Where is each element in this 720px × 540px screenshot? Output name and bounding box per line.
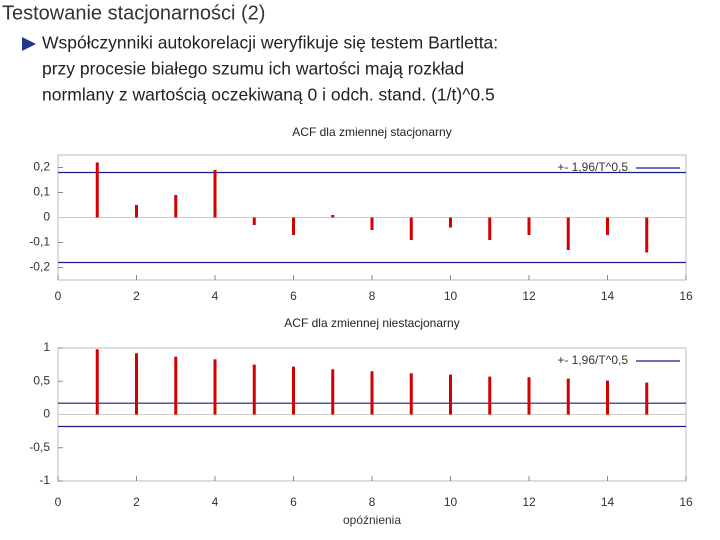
stem — [527, 217, 531, 235]
x-tick-label: 10 — [444, 289, 458, 303]
y-tick-label: -0,5 — [29, 440, 50, 454]
y-tick-label: 1 — [43, 340, 50, 354]
stem — [370, 217, 374, 230]
stem — [606, 380, 609, 415]
stem — [135, 353, 138, 415]
stem — [449, 217, 452, 228]
y-tick-label: 0 — [43, 407, 50, 421]
x-tick-label: 6 — [290, 495, 297, 509]
bullet-line: normlany z wartością oczekiwaną 0 i odch… — [42, 85, 495, 105]
stem — [488, 217, 492, 240]
x-tick-label: 2 — [133, 289, 140, 303]
x-tick-label: 12 — [522, 495, 536, 509]
stem — [135, 205, 138, 218]
stem — [331, 369, 335, 415]
x-tick-label: 8 — [369, 495, 376, 509]
x-tick-label: 0 — [55, 495, 62, 509]
x-tick-label: 12 — [522, 289, 536, 303]
stem — [174, 195, 178, 218]
stem — [174, 356, 178, 415]
bullet-line: Współczynniki autokorelacji weryfikuje s… — [42, 33, 498, 53]
x-tick-label: 16 — [679, 495, 693, 509]
x-tick-label: 14 — [601, 289, 615, 303]
y-tick-label: 0,5 — [33, 373, 50, 387]
bullet-line: przy procesie białego szumu ich wartości… — [42, 59, 464, 79]
legend-label: +- 1,96/T^0,5 — [557, 160, 628, 174]
stem — [645, 382, 649, 415]
stem — [252, 217, 256, 225]
stem — [370, 371, 374, 415]
stem — [252, 364, 256, 415]
stem — [409, 373, 413, 415]
stem — [292, 366, 295, 415]
chart-title: ACF dla zmiennej niestacjonarny — [284, 316, 459, 330]
stem — [606, 217, 609, 235]
x-tick-label: 16 — [679, 289, 693, 303]
stem — [95, 162, 99, 218]
x-tick-label: 4 — [212, 495, 219, 509]
stem — [213, 359, 217, 415]
x-tick-label: 14 — [601, 495, 615, 509]
y-tick-label: -0,1 — [29, 235, 50, 249]
x-tick-label: 2 — [133, 495, 140, 509]
stem — [527, 377, 531, 415]
stem — [488, 376, 492, 415]
bullet-marker — [22, 37, 36, 51]
x-tick-label: 4 — [212, 289, 219, 303]
stem — [292, 217, 295, 235]
stem — [95, 349, 99, 415]
stem — [566, 378, 570, 415]
stem — [409, 217, 413, 240]
y-tick-label: -0,2 — [29, 260, 50, 274]
y-tick-label: 0 — [43, 210, 50, 224]
y-tick-label: -1 — [39, 473, 50, 487]
stem — [645, 217, 649, 253]
stem — [449, 374, 452, 415]
legend-label: +- 1,96/T^0,5 — [557, 353, 628, 367]
x-tick-label: 10 — [444, 495, 458, 509]
y-tick-label: 0,1 — [33, 185, 50, 199]
chart-title: ACF dla zmiennej stacjonarny — [292, 125, 451, 139]
x-tick-label: 0 — [55, 289, 62, 303]
stem — [331, 215, 335, 218]
slide-title: Testowanie stacjonarności (2) — [2, 2, 265, 24]
x-tick-label: 8 — [369, 289, 376, 303]
stem — [566, 217, 570, 250]
x-axis-label: opóźnienia — [343, 513, 401, 527]
y-tick-label: 0,2 — [33, 160, 50, 174]
stem — [213, 170, 217, 218]
x-tick-label: 6 — [290, 289, 297, 303]
